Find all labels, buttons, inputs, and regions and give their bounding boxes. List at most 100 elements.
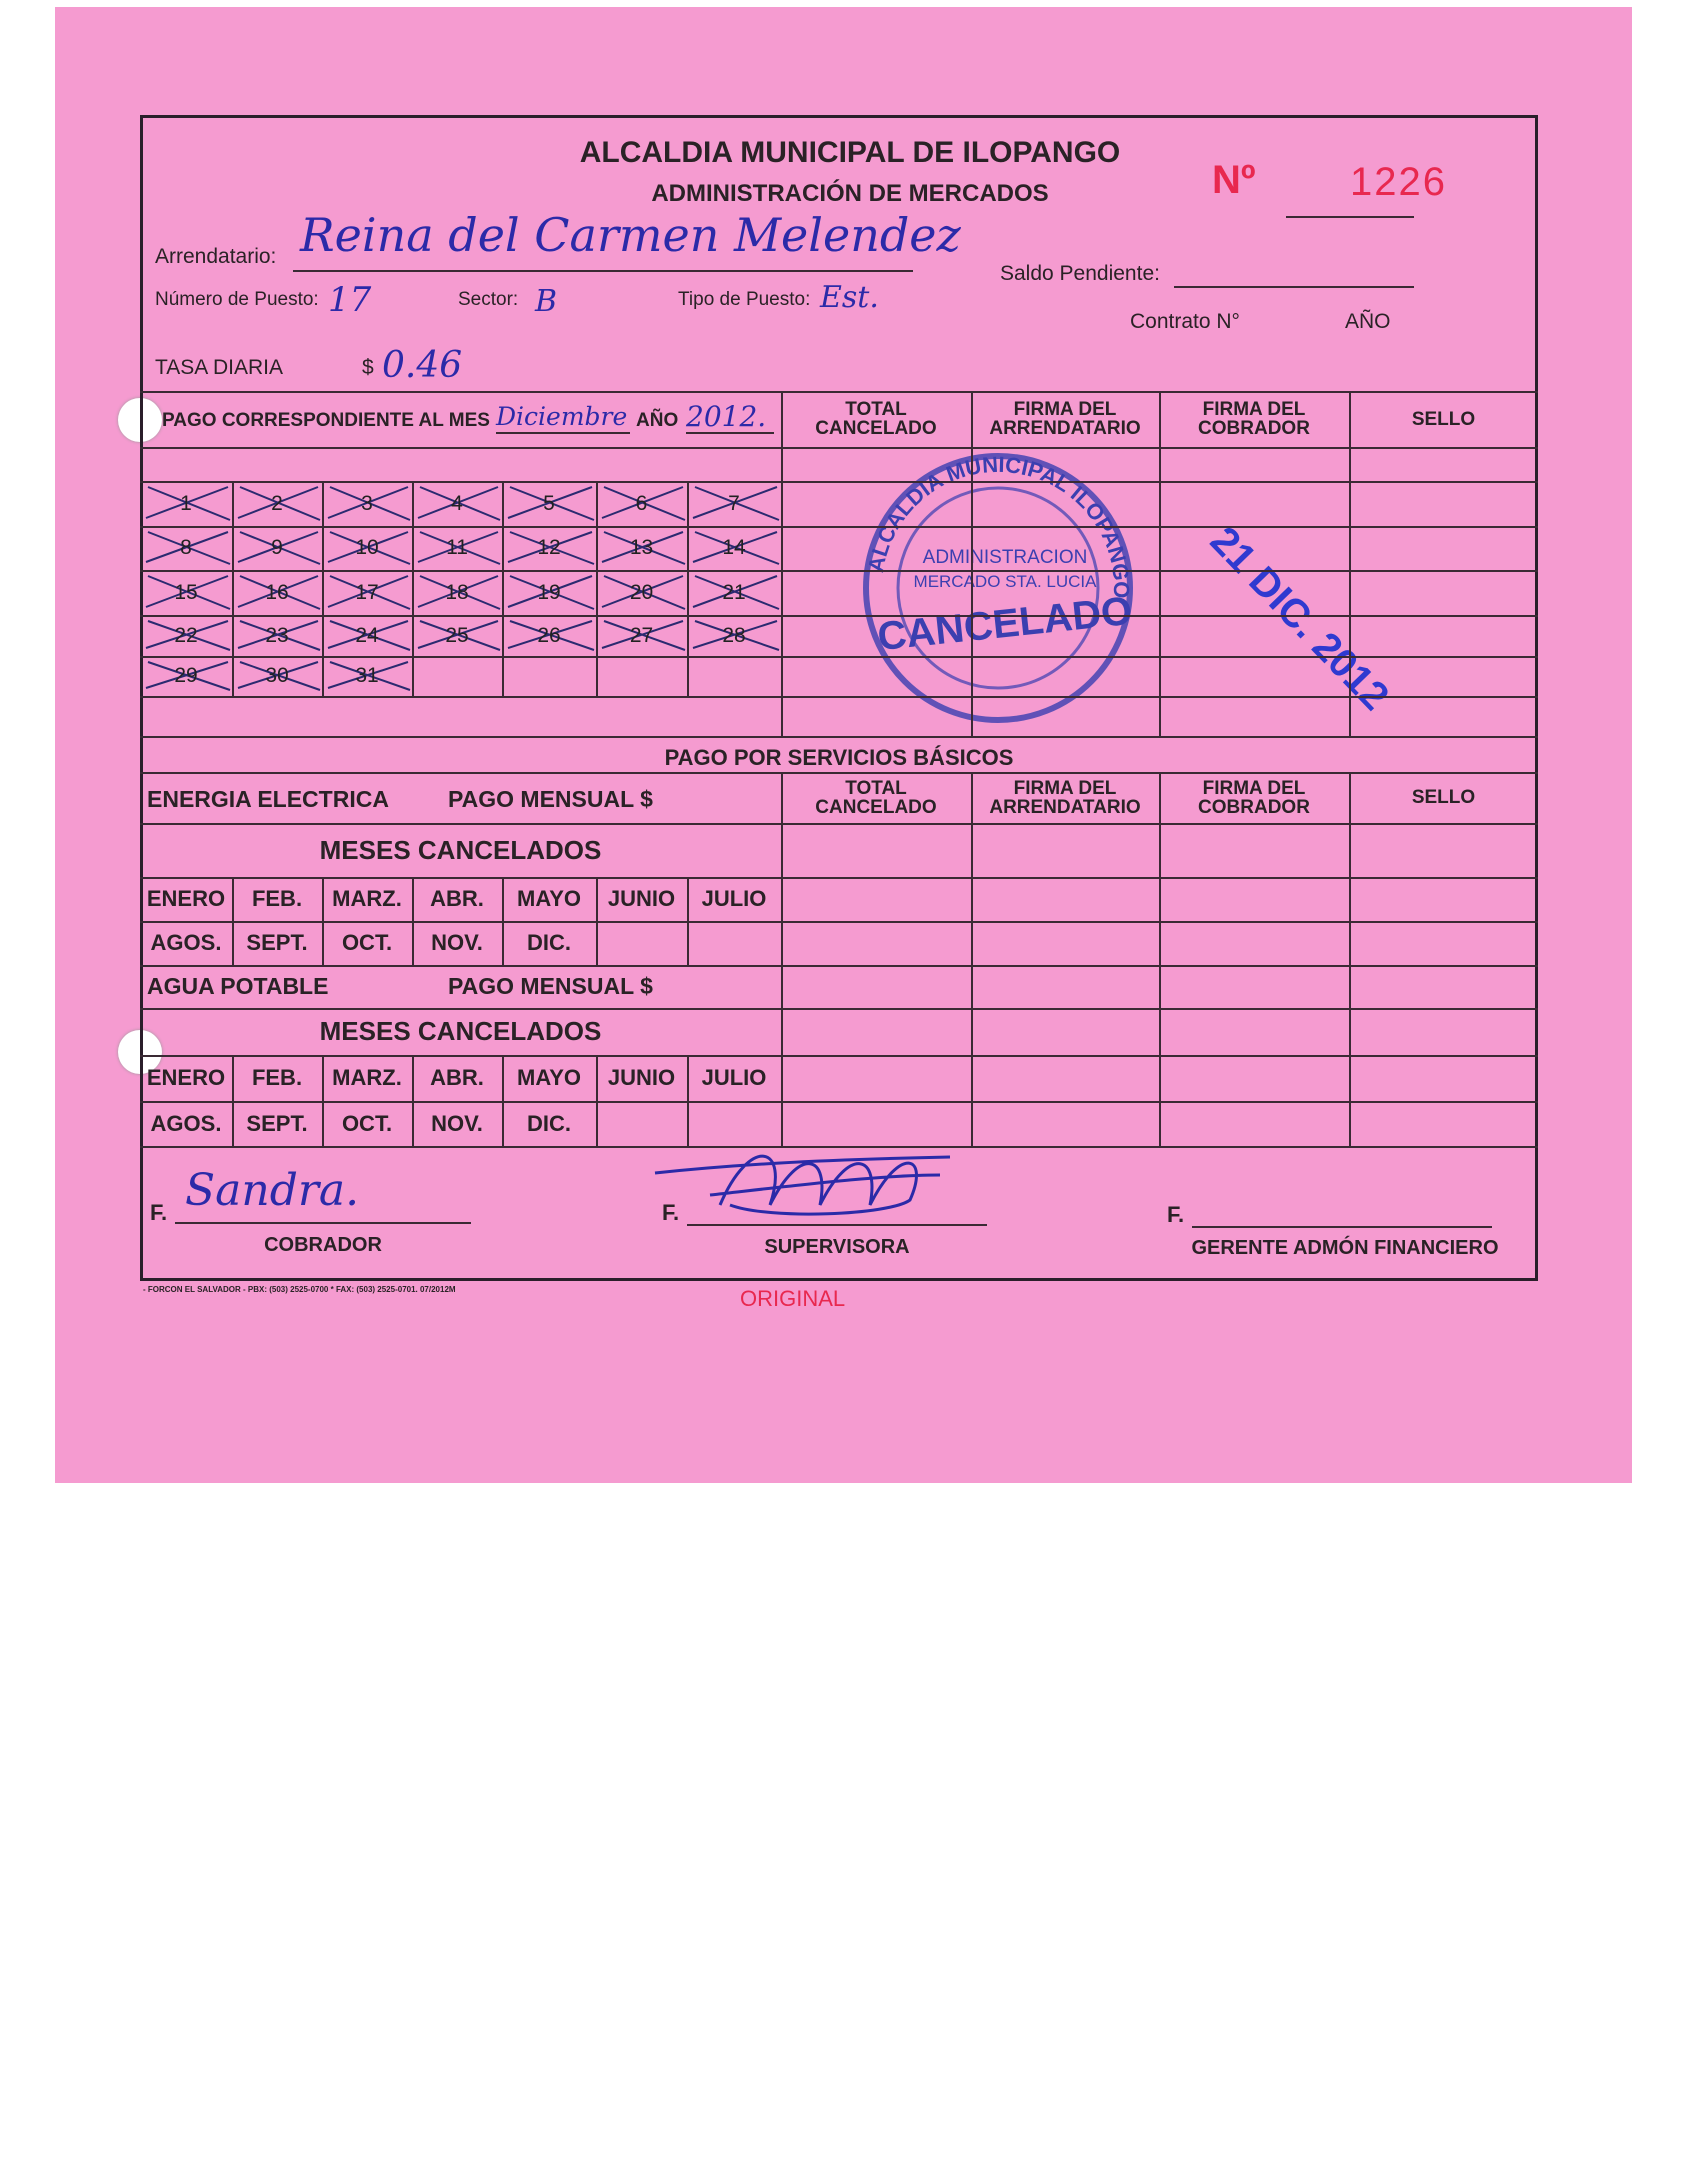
day-cell-crossed: 1 — [140, 481, 232, 526]
day-cell-crossed: 22 — [140, 615, 232, 656]
grid-line — [140, 965, 1538, 967]
grid-line — [140, 823, 1538, 825]
tasa-currency: $ — [362, 356, 374, 379]
grid-line — [140, 615, 1538, 617]
services-title: PAGO POR SERVICIOS BÁSICOS — [664, 745, 1014, 770]
mes-label: PAGO CORRESPONDIENTE AL MES — [162, 410, 490, 431]
grid-line — [232, 877, 234, 965]
printer-info: - FORCON EL SALVADOR - PBX: (503) 2525-0… — [143, 1285, 456, 1294]
grid-line — [687, 1055, 689, 1146]
grid-line — [412, 877, 414, 965]
day-cell-crossed: 4 — [412, 481, 502, 526]
day-cell-crossed: 25 — [412, 615, 502, 656]
grid-line — [502, 877, 504, 965]
grid-line — [1159, 391, 1161, 736]
agua-pago-mensual: PAGO MENSUAL $ — [448, 973, 653, 999]
grid-line — [781, 391, 783, 736]
day-cell-crossed: 19 — [502, 570, 596, 615]
day-cell-crossed: 23 — [232, 615, 322, 656]
day-cell-crossed: 13 — [596, 526, 687, 570]
grid-line — [1349, 772, 1351, 1146]
tipo-value: Est. — [820, 280, 879, 315]
day-cell-crossed: 20 — [596, 570, 687, 615]
grid-line — [140, 877, 1538, 879]
tasa-label: TASA DIARIA — [155, 356, 283, 379]
month-cell: ENERO — [146, 1065, 226, 1090]
sector-value: B — [535, 284, 558, 319]
day-cell-crossed: 2 — [232, 481, 322, 526]
day-cell-crossed: 7 — [687, 481, 781, 526]
receipt-number: 1226 — [1350, 160, 1447, 204]
column-header: SELLO — [1411, 787, 1476, 808]
column-header: SELLO — [1411, 408, 1476, 430]
month-cell: MARZ. — [332, 1065, 402, 1090]
day-cell-crossed: 24 — [322, 615, 412, 656]
grid-line — [140, 696, 1538, 698]
subtitle: ADMINISTRACIÓN DE MERCADOS — [651, 180, 1049, 207]
month-cell: OCT. — [341, 1110, 393, 1136]
month-cell: SEPT. — [246, 1110, 308, 1136]
supervisora-signature — [654, 1154, 951, 1216]
day-cell-crossed: 30 — [232, 656, 322, 696]
f-cobrador: F. — [150, 1200, 168, 1225]
month-cell: FEB. — [251, 1065, 303, 1090]
column-header: TOTAL CANCELADO — [815, 777, 937, 818]
grid-line — [140, 772, 1538, 774]
cobrador-label: COBRADOR — [264, 1234, 382, 1256]
month-cell: JULIO — [701, 1065, 767, 1090]
month-cell: MARZ. — [332, 886, 402, 911]
title: ALCALDIA MUNICIPAL DE ILOPANGO — [579, 136, 1121, 169]
cobrador-signature: Sandra. — [185, 1165, 360, 1216]
tipo-label: Tipo de Puesto: — [678, 289, 811, 310]
month-cell: OCT. — [341, 930, 393, 955]
svg-text:ADMINISTRACION: ADMINISTRACION — [923, 547, 1088, 568]
month-cell: MAYO — [517, 1065, 581, 1090]
grid-line — [140, 1055, 1538, 1057]
puesto-label: Número de Puesto: — [155, 289, 319, 310]
grid-line — [502, 481, 504, 696]
saldo-line — [1174, 286, 1414, 288]
svg-text:CANCELADO: CANCELADO — [876, 589, 1135, 659]
grid-line — [781, 772, 783, 1146]
mes-value: Diciembre — [496, 402, 628, 431]
month-cell: NOV. — [431, 1110, 483, 1136]
arrendatario-label: Arrendatario: — [155, 245, 277, 268]
f-supervisora: F. — [662, 1200, 680, 1225]
contrato-label: Contrato N° — [1130, 310, 1240, 333]
column-header: FIRMA DEL COBRADOR — [1198, 399, 1310, 439]
month-cell: JUNIO — [607, 886, 676, 911]
energia-label: ENERGIA ELECTRICA — [147, 786, 389, 812]
grid-line — [596, 1055, 598, 1146]
cobrador-line — [175, 1222, 471, 1224]
month-cell: SEPT. — [246, 930, 308, 955]
day-cell-crossed: 11 — [412, 526, 502, 570]
month-cell: ABR. — [430, 1065, 484, 1090]
anio-label: AÑO — [1345, 310, 1391, 333]
grid-line — [596, 481, 598, 696]
grid-line — [971, 772, 973, 1146]
cancelado-stamp: ALCALDIA MUNICIPAL ILOPANGO ADMINISTRACI… — [863, 452, 1135, 723]
payment-anio-value: 2012. — [686, 400, 767, 433]
grid-line — [1159, 772, 1161, 1146]
supervisora-line — [687, 1224, 987, 1226]
anio-line — [686, 432, 774, 434]
grid-line — [596, 877, 598, 965]
column-header: FIRMA DEL COBRADOR — [1198, 777, 1310, 818]
grid-line — [971, 391, 973, 736]
column-header: TOTAL CANCELADO — [815, 399, 937, 439]
grid-line — [1349, 391, 1351, 736]
month-cell: DIC. — [527, 1110, 571, 1136]
month-cell: NOV. — [431, 930, 483, 955]
number-underline — [1286, 216, 1414, 218]
day-cell-crossed: 16 — [232, 570, 322, 615]
supervisora-label: SUPERVISORA — [764, 1236, 910, 1258]
payment-anio-label: AÑO — [636, 410, 679, 431]
grid-line — [140, 447, 1538, 449]
month-cell: MAYO — [517, 886, 581, 911]
receipt-form — [140, 115, 1538, 1281]
grid-line — [140, 526, 1538, 528]
grid-line — [140, 736, 1538, 738]
grid-line — [140, 1146, 1538, 1148]
agua-label: AGUA POTABLE — [147, 973, 329, 999]
grid-line — [322, 1055, 324, 1146]
